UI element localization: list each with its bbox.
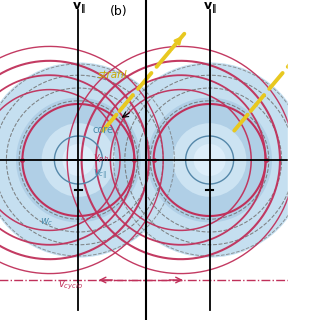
Text: core: core xyxy=(93,124,114,135)
Bar xyxy=(288,0,320,320)
Text: $\mathbf{v_{\|}}$: $\mathbf{v_{\|}}$ xyxy=(71,1,85,15)
Text: $w_c$: $w_c$ xyxy=(40,217,53,228)
Text: (b): (b) xyxy=(109,5,127,18)
Text: $\mathbf{v_{\|}}$: $\mathbf{v_{\|}}$ xyxy=(203,1,217,15)
Text: $v_{c\|}$: $v_{c\|}$ xyxy=(93,168,107,181)
Circle shape xyxy=(112,62,307,258)
Text: $v_{ph}$: $v_{ph}$ xyxy=(93,152,109,164)
Circle shape xyxy=(147,98,272,222)
Circle shape xyxy=(0,62,176,258)
Text: $v_{cyclo}$: $v_{cyclo}$ xyxy=(58,279,83,292)
Circle shape xyxy=(194,144,226,176)
Text: strahl: strahl xyxy=(98,70,127,80)
Circle shape xyxy=(16,98,141,222)
Circle shape xyxy=(42,123,115,197)
Circle shape xyxy=(173,123,246,197)
Circle shape xyxy=(62,144,94,176)
